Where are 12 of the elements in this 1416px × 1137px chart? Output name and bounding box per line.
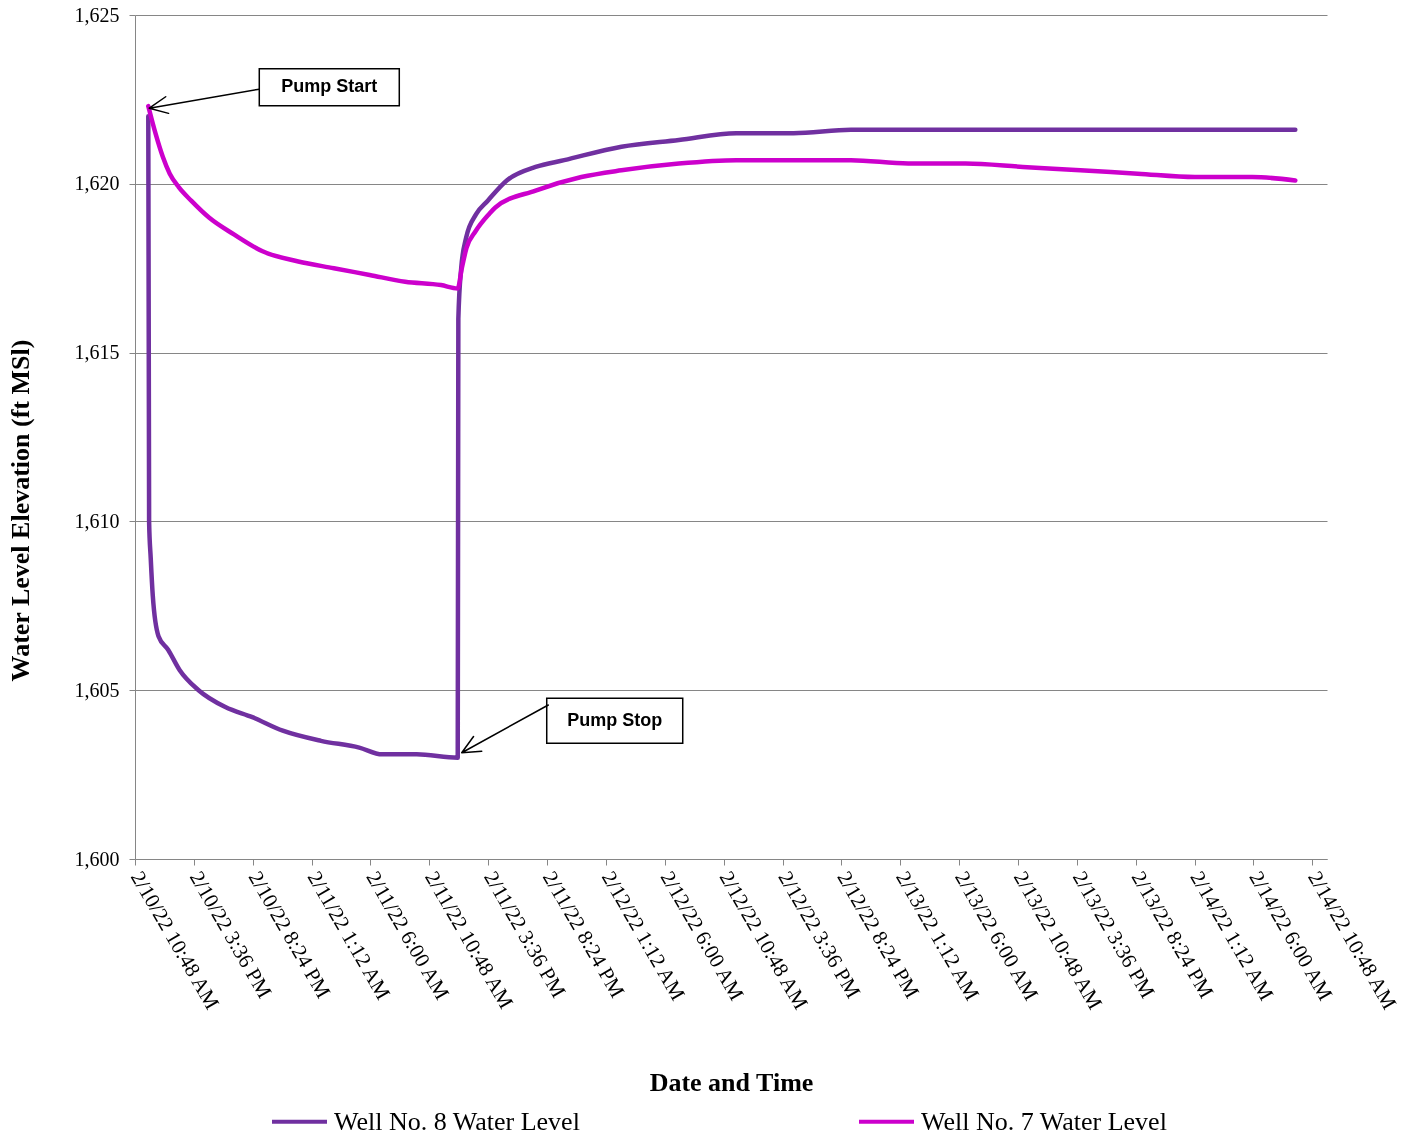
y-axis-title: Water Level Elevation (ft MSl)	[5, 339, 35, 682]
y-tick-label: 1,625	[74, 3, 120, 26]
annotation: Pump Stop	[567, 709, 663, 730]
x-axis-title: Date and Time	[649, 1067, 814, 1097]
y-tick-label: 1,605	[74, 678, 120, 701]
y-tick-label: 1,615	[74, 341, 120, 364]
annotation: Pump Start	[281, 76, 378, 97]
y-tick-label: 1,610	[74, 509, 120, 532]
y-tick-label: 1,620	[74, 172, 120, 195]
legend-label: Well No. 8 Water Level	[334, 1106, 580, 1136]
legend-label: Well No. 7 Water Level	[921, 1106, 1167, 1136]
y-tick-label: 1,600	[74, 847, 120, 870]
